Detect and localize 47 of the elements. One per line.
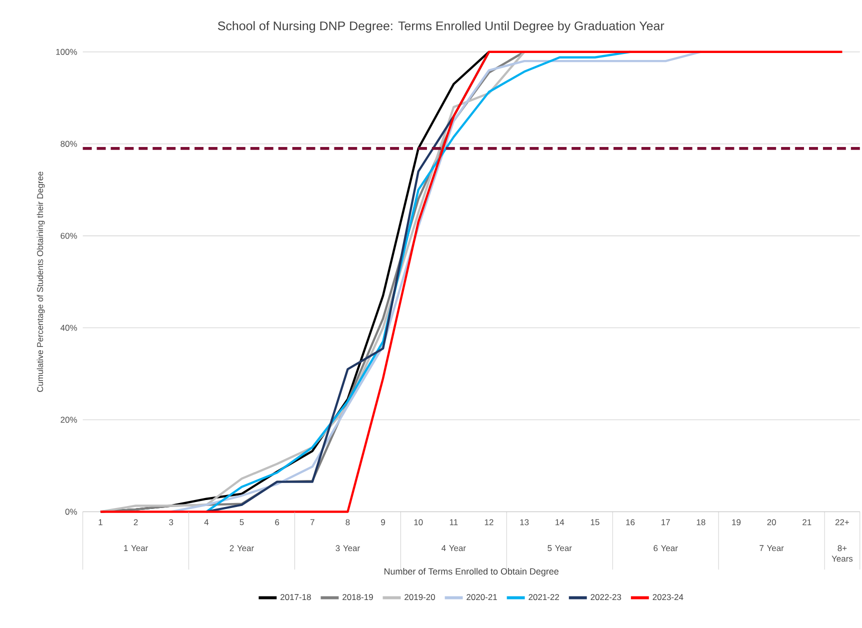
chart-title: School of Nursing DNP Degree: Terms Enrolled Until Degree by Graduation Year [218, 20, 664, 33]
y-tick-label: 0% [65, 508, 77, 515]
y-tick-label: 40% [60, 324, 77, 331]
legend-label: 2018-19 [342, 594, 373, 600]
x-tick-label: 18 [696, 519, 706, 526]
x-tick-label: 9 [381, 519, 385, 526]
x-tick-label: 15 [590, 519, 600, 525]
legend-label: 2022-23 [590, 594, 622, 600]
x-tick-label: 14 [556, 519, 564, 525]
text: 7 Year [760, 544, 784, 551]
text: 3 Year [336, 544, 360, 551]
y-axis-title: Cumulative Percentage of Students Obtaining their Degree [36, 171, 45, 392]
x-tick-label: 7 [310, 519, 314, 525]
y-tick-label: 60% [60, 232, 77, 239]
x-tick-label: 5 [240, 519, 244, 525]
legend-label: 2020-21 [466, 594, 497, 600]
x-tick-label: 17 [662, 519, 670, 525]
line-series [205, 50, 632, 513]
text: 4 Year [442, 544, 466, 551]
x-tick-label: 1 [98, 519, 102, 525]
text: 8+ Years [832, 544, 853, 562]
y-tick-label: 20% [60, 416, 77, 423]
x-tick-label: 21 [802, 519, 812, 525]
y-tick-label: 100% [56, 48, 77, 55]
text: 1 Year [124, 544, 148, 551]
x-axis-title: Number of Terms Enrolled to Obtain Degree [384, 568, 558, 576]
x-tick-label: 12 [484, 519, 494, 525]
text: 5 Year [548, 544, 572, 551]
x-tick-label: 4 [204, 519, 209, 525]
legend-label: 2021-22 [528, 594, 559, 600]
legend-label: 2017-18 [280, 594, 311, 600]
x-tick-label: 11 [450, 519, 458, 525]
x-tick-label: 3 [169, 519, 174, 526]
x-tick-label: 2 [134, 519, 138, 525]
legend-label: 2019-20 [404, 594, 435, 600]
y-tick-label: 80% [60, 140, 77, 147]
x-tick-label: 22+ [835, 519, 849, 525]
x-tick-label: 10 [414, 519, 423, 526]
x-tick-label: 19 [732, 519, 741, 526]
text: 2 Year [230, 544, 254, 551]
x-tick-label: 16 [626, 519, 635, 526]
x-tick-label: 8 [346, 519, 350, 526]
x-tick-label: 6 [275, 519, 280, 526]
text: 6 Year [654, 544, 678, 551]
x-tick-label: 13 [520, 519, 529, 526]
x-tick-label: 20 [767, 519, 776, 526]
legend-label: 2023-24 [652, 594, 684, 600]
